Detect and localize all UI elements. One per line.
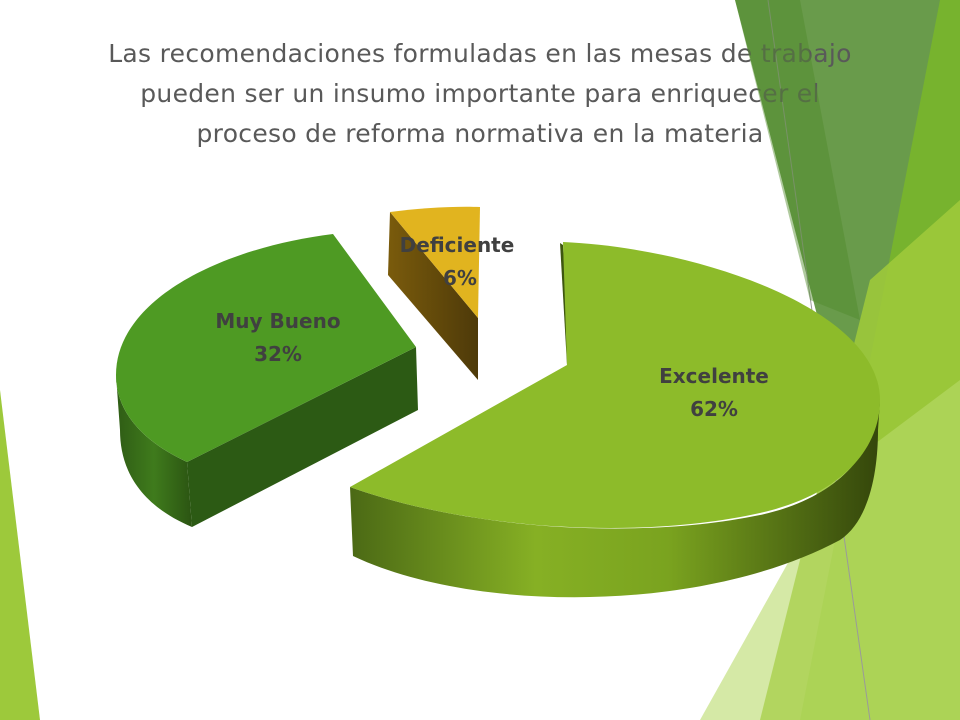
slice-excelente-side (350, 400, 880, 598)
label-excelente-value: 62% (690, 397, 738, 421)
label-muy-bueno-value: 32% (254, 342, 302, 366)
data-label-muy-bueno: Muy Bueno 32% (215, 309, 340, 366)
slice-muy-bueno-side-outer (116, 375, 192, 527)
slice-deficiente (388, 206, 480, 380)
decor-left-facet (0, 390, 40, 720)
label-muy-bueno-name: Muy Bueno (215, 309, 340, 333)
slice-muy-bueno (116, 234, 418, 527)
slice-muy-bueno-top (116, 234, 416, 462)
slice-deficiente-side (388, 212, 478, 380)
label-deficiente-value: 6% (443, 266, 477, 290)
chart-title: Las recomendaciones formuladas en las me… (108, 39, 852, 148)
label-deficiente-name: Deficiente (400, 233, 515, 257)
slice-excelente (350, 242, 880, 598)
slice-excelente-top (350, 242, 880, 528)
data-label-excelente: Excelente 62% (659, 364, 769, 421)
data-label-deficiente: Deficiente 6% (400, 233, 515, 290)
slice-deficiente-top (390, 206, 480, 318)
decor-facet-pale (700, 380, 960, 720)
slice-muy-bueno-side-front (187, 347, 418, 527)
label-excelente-name: Excelente (659, 364, 769, 388)
